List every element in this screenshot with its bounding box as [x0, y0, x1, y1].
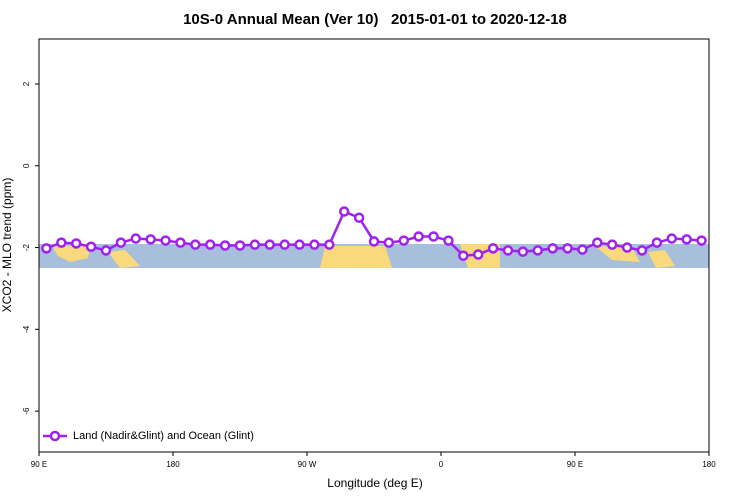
- data-point: [562, 243, 573, 254]
- data-point: [472, 249, 484, 260]
- data-point: [487, 243, 499, 254]
- data-point: [458, 250, 469, 261]
- legend-marker: [49, 430, 61, 442]
- data-point: [383, 237, 395, 248]
- data-point: [577, 244, 588, 255]
- data-point: [651, 237, 663, 248]
- data-point: [279, 239, 290, 250]
- x-tick-label: 180: [702, 460, 716, 469]
- data-point: [413, 231, 424, 242]
- data-point: [130, 233, 142, 244]
- y-tick-label: -6: [22, 407, 31, 415]
- land: [648, 250, 675, 268]
- data-point: [428, 231, 439, 242]
- land: [108, 250, 140, 268]
- data-point: [621, 242, 633, 253]
- x-tick-label: 180: [166, 460, 180, 469]
- data-point: [264, 239, 276, 250]
- data-point: [294, 239, 305, 250]
- x-tick-label: 90 E: [567, 460, 583, 469]
- data-point: [636, 245, 648, 256]
- y-axis-label: XCO2 - MLO trend (ppm): [0, 178, 14, 313]
- data-point: [368, 236, 380, 247]
- data-point: [324, 239, 335, 250]
- data-point: [85, 241, 97, 252]
- y-tick-label: 2: [22, 81, 31, 86]
- y-tick-label: 0: [22, 163, 31, 168]
- data-point: [234, 240, 246, 251]
- data-point: [517, 246, 529, 257]
- data-point: [532, 245, 544, 256]
- x-tick-label: 90 W: [298, 460, 317, 469]
- x-axis-label: Longitude (deg E): [327, 476, 422, 490]
- data-point: [175, 237, 186, 248]
- data-point: [204, 239, 216, 250]
- data-point: [696, 235, 707, 246]
- data-point: [115, 237, 127, 248]
- plot-frame: [38, 38, 710, 453]
- x-tick-label: 90 E: [31, 460, 47, 469]
- data-point: [249, 239, 261, 250]
- data-point: [592, 237, 603, 248]
- data-point: [100, 245, 112, 256]
- x-tick-label: 0: [439, 460, 444, 469]
- data-point: [70, 238, 82, 249]
- chart-title: 10S-0 Annual Mean (Ver 10) 2015-01-01 to…: [183, 11, 567, 28]
- data-point: [160, 235, 171, 246]
- data-point: [666, 233, 678, 244]
- data-point: [502, 245, 514, 256]
- legend-label: Land (Nadir&Glint) and Ocean (Glint): [73, 430, 254, 442]
- data-point: [681, 234, 692, 245]
- land: [320, 246, 392, 268]
- land: [52, 246, 90, 262]
- data-point: [309, 239, 320, 250]
- data-point: [443, 235, 454, 246]
- data-point: [338, 206, 350, 217]
- data-point: [547, 243, 558, 254]
- y-tick-label: -2: [22, 243, 31, 251]
- data-point: [190, 239, 201, 250]
- data-point: [606, 239, 618, 250]
- data-point: [353, 212, 365, 223]
- data-point: [398, 235, 410, 246]
- y-tick-label: -4: [22, 325, 31, 333]
- map-strip: [39, 244, 709, 268]
- data-point: [219, 240, 231, 251]
- data-point: [56, 237, 67, 248]
- data-point: [145, 234, 156, 245]
- data-point: [41, 243, 52, 254]
